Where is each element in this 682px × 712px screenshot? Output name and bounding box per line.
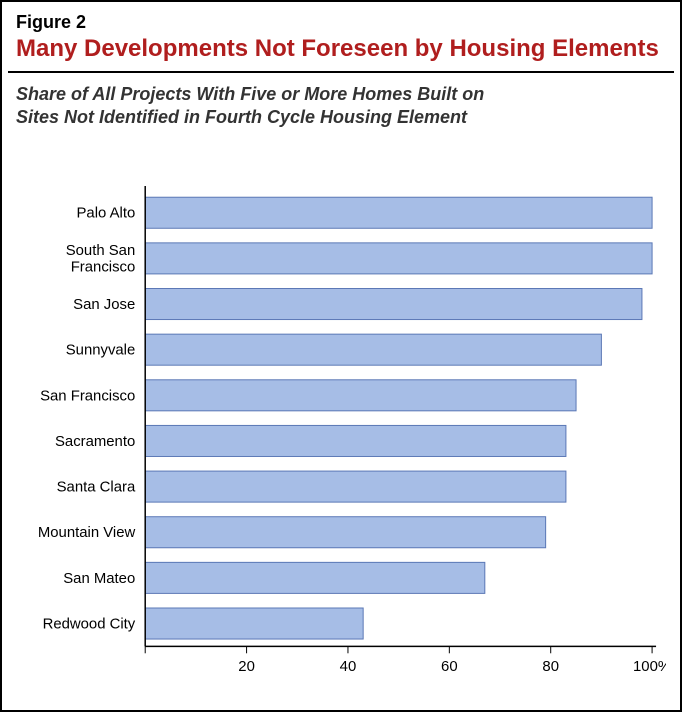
figure-subtitle: Share of All Projects With Five or More …: [2, 73, 680, 128]
category-label: Mountain View: [38, 525, 136, 541]
figure-subtitle-line1: Share of All Projects With Five or More …: [16, 84, 484, 104]
bar: [145, 334, 601, 365]
x-tick-label: 40: [340, 659, 357, 675]
category-label: San Francisco: [40, 388, 135, 404]
x-tick-label: 100%: [633, 659, 666, 675]
x-tick-label: 80: [542, 659, 559, 675]
category-label: Sunnyvale: [66, 343, 136, 359]
figure-subtitle-line2: Sites Not Identified in Fourth Cycle Hou…: [16, 107, 467, 127]
category-label: Santa Clara: [57, 480, 136, 496]
bar: [145, 425, 566, 456]
bar: [145, 197, 652, 228]
bar: [145, 608, 363, 639]
category-label: South San: [66, 243, 136, 259]
bar: [145, 243, 652, 274]
bar: [145, 380, 576, 411]
bar-chart: 20 40 60 80 100% Palo Alto South SanFrancisco S…: [16, 180, 666, 690]
figure-title: Many Developments Not Foreseen by Housin…: [2, 35, 680, 71]
bar: [145, 471, 566, 502]
bar: [145, 562, 485, 593]
figure-container: Figure 2 Many Developments Not Foreseen …: [0, 0, 682, 712]
x-tick-label: 20: [238, 659, 255, 675]
category-label: San Jose: [73, 297, 135, 313]
bar: [145, 517, 545, 548]
category-label: Francisco: [71, 260, 136, 276]
category-label: Sacramento: [55, 434, 135, 450]
category-label: San Mateo: [63, 571, 135, 587]
figure-label: Figure 2: [2, 2, 680, 35]
category-label: Redwood City: [43, 616, 136, 632]
x-tick-label: 60: [441, 659, 458, 675]
bar: [145, 289, 642, 320]
category-label: Palo Alto: [76, 206, 135, 222]
chart-area: 20 40 60 80 100% Palo Alto South SanFrancisco S…: [16, 180, 666, 690]
